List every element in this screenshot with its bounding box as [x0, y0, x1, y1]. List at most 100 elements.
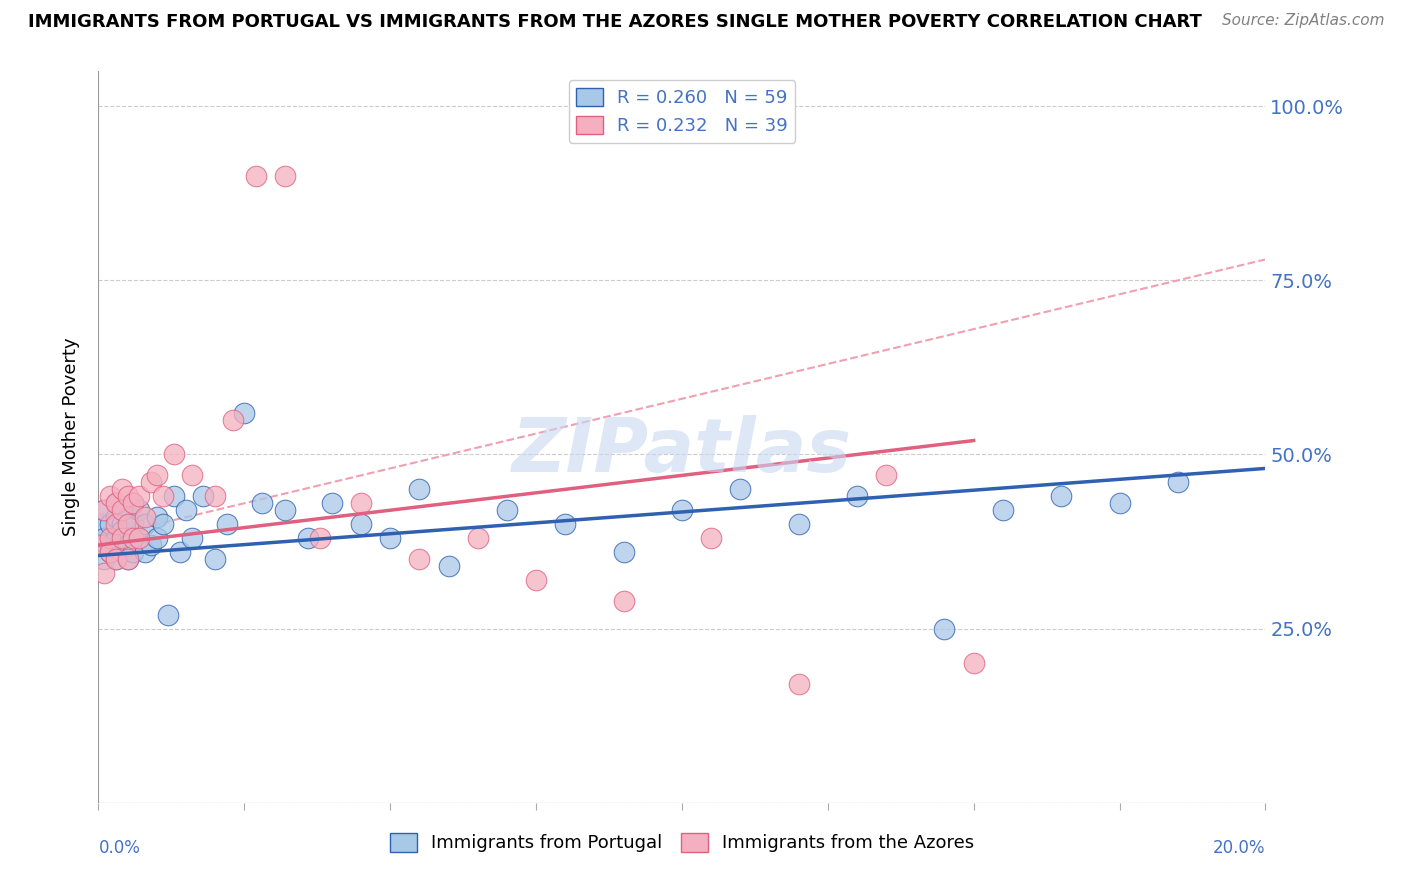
- Point: [111, 545, 134, 559]
- Y-axis label: Single Mother Poverty: Single Mother Poverty: [62, 338, 80, 536]
- Point: [134, 510, 156, 524]
- Point: [90, 538, 112, 552]
- Point: [991, 503, 1014, 517]
- Point: [204, 552, 226, 566]
- Point: [93, 552, 115, 566]
- Point: [104, 496, 127, 510]
- Point: [122, 496, 145, 510]
- Point: [146, 468, 169, 483]
- Point: [193, 489, 215, 503]
- Point: [117, 517, 139, 532]
- Point: [671, 503, 693, 517]
- Point: [93, 566, 115, 580]
- Point: [612, 545, 634, 559]
- Point: [98, 517, 121, 532]
- Point: [204, 489, 226, 503]
- Point: [104, 552, 127, 566]
- Point: [111, 483, 134, 497]
- Point: [104, 552, 127, 566]
- Point: [297, 531, 319, 545]
- Text: ZIPatlas: ZIPatlas: [512, 415, 852, 488]
- Point: [309, 531, 332, 545]
- Point: [700, 531, 723, 545]
- Point: [122, 517, 145, 532]
- Point: [122, 496, 145, 510]
- Point: [380, 531, 402, 545]
- Point: [104, 496, 127, 510]
- Point: [146, 510, 169, 524]
- Point: [408, 483, 430, 497]
- Point: [233, 406, 256, 420]
- Point: [163, 489, 186, 503]
- Point: [934, 622, 956, 636]
- Point: [157, 607, 180, 622]
- Point: [93, 531, 115, 545]
- Point: [437, 558, 460, 573]
- Point: [134, 517, 156, 532]
- Point: [180, 468, 202, 483]
- Point: [111, 524, 134, 538]
- Legend: Immigrants from Portugal, Immigrants from the Azores: Immigrants from Portugal, Immigrants fro…: [382, 826, 981, 860]
- Text: 0.0%: 0.0%: [98, 839, 141, 857]
- Point: [787, 517, 810, 532]
- Point: [128, 531, 150, 545]
- Point: [111, 503, 134, 517]
- Point: [554, 517, 576, 532]
- Point: [496, 503, 519, 517]
- Point: [350, 496, 373, 510]
- Point: [245, 169, 267, 183]
- Point: [122, 545, 145, 559]
- Point: [93, 503, 115, 517]
- Point: [111, 538, 134, 552]
- Point: [274, 169, 297, 183]
- Point: [111, 531, 134, 545]
- Point: [104, 531, 127, 545]
- Text: Source: ZipAtlas.com: Source: ZipAtlas.com: [1222, 13, 1385, 29]
- Point: [146, 531, 169, 545]
- Point: [104, 517, 127, 532]
- Point: [524, 573, 547, 587]
- Point: [128, 489, 150, 503]
- Point: [174, 503, 197, 517]
- Point: [139, 538, 162, 552]
- Text: IMMIGRANTS FROM PORTUGAL VS IMMIGRANTS FROM THE AZORES SINGLE MOTHER POVERTY COR: IMMIGRANTS FROM PORTUGAL VS IMMIGRANTS F…: [28, 13, 1202, 31]
- Point: [1108, 496, 1130, 510]
- Point: [117, 489, 139, 503]
- Point: [1050, 489, 1073, 503]
- Point: [117, 552, 139, 566]
- Point: [467, 531, 489, 545]
- Point: [962, 657, 984, 671]
- Point: [104, 510, 127, 524]
- Text: 20.0%: 20.0%: [1213, 839, 1265, 857]
- Point: [846, 489, 869, 503]
- Point: [163, 448, 186, 462]
- Point: [90, 517, 112, 532]
- Point: [134, 545, 156, 559]
- Point: [117, 531, 139, 545]
- Point: [730, 483, 752, 497]
- Point: [98, 545, 121, 559]
- Point: [128, 503, 150, 517]
- Point: [250, 496, 273, 510]
- Point: [98, 489, 121, 503]
- Point: [180, 531, 202, 545]
- Point: [321, 496, 343, 510]
- Point: [612, 594, 634, 608]
- Point: [152, 489, 174, 503]
- Point: [215, 517, 238, 532]
- Point: [117, 510, 139, 524]
- Point: [98, 545, 121, 559]
- Point: [128, 531, 150, 545]
- Point: [408, 552, 430, 566]
- Point: [139, 475, 162, 490]
- Point: [1167, 475, 1189, 490]
- Point: [221, 412, 243, 426]
- Point: [117, 552, 139, 566]
- Point: [117, 538, 139, 552]
- Point: [152, 517, 174, 532]
- Point: [169, 545, 191, 559]
- Point: [98, 531, 121, 545]
- Point: [111, 517, 134, 532]
- Point: [274, 503, 297, 517]
- Point: [98, 538, 121, 552]
